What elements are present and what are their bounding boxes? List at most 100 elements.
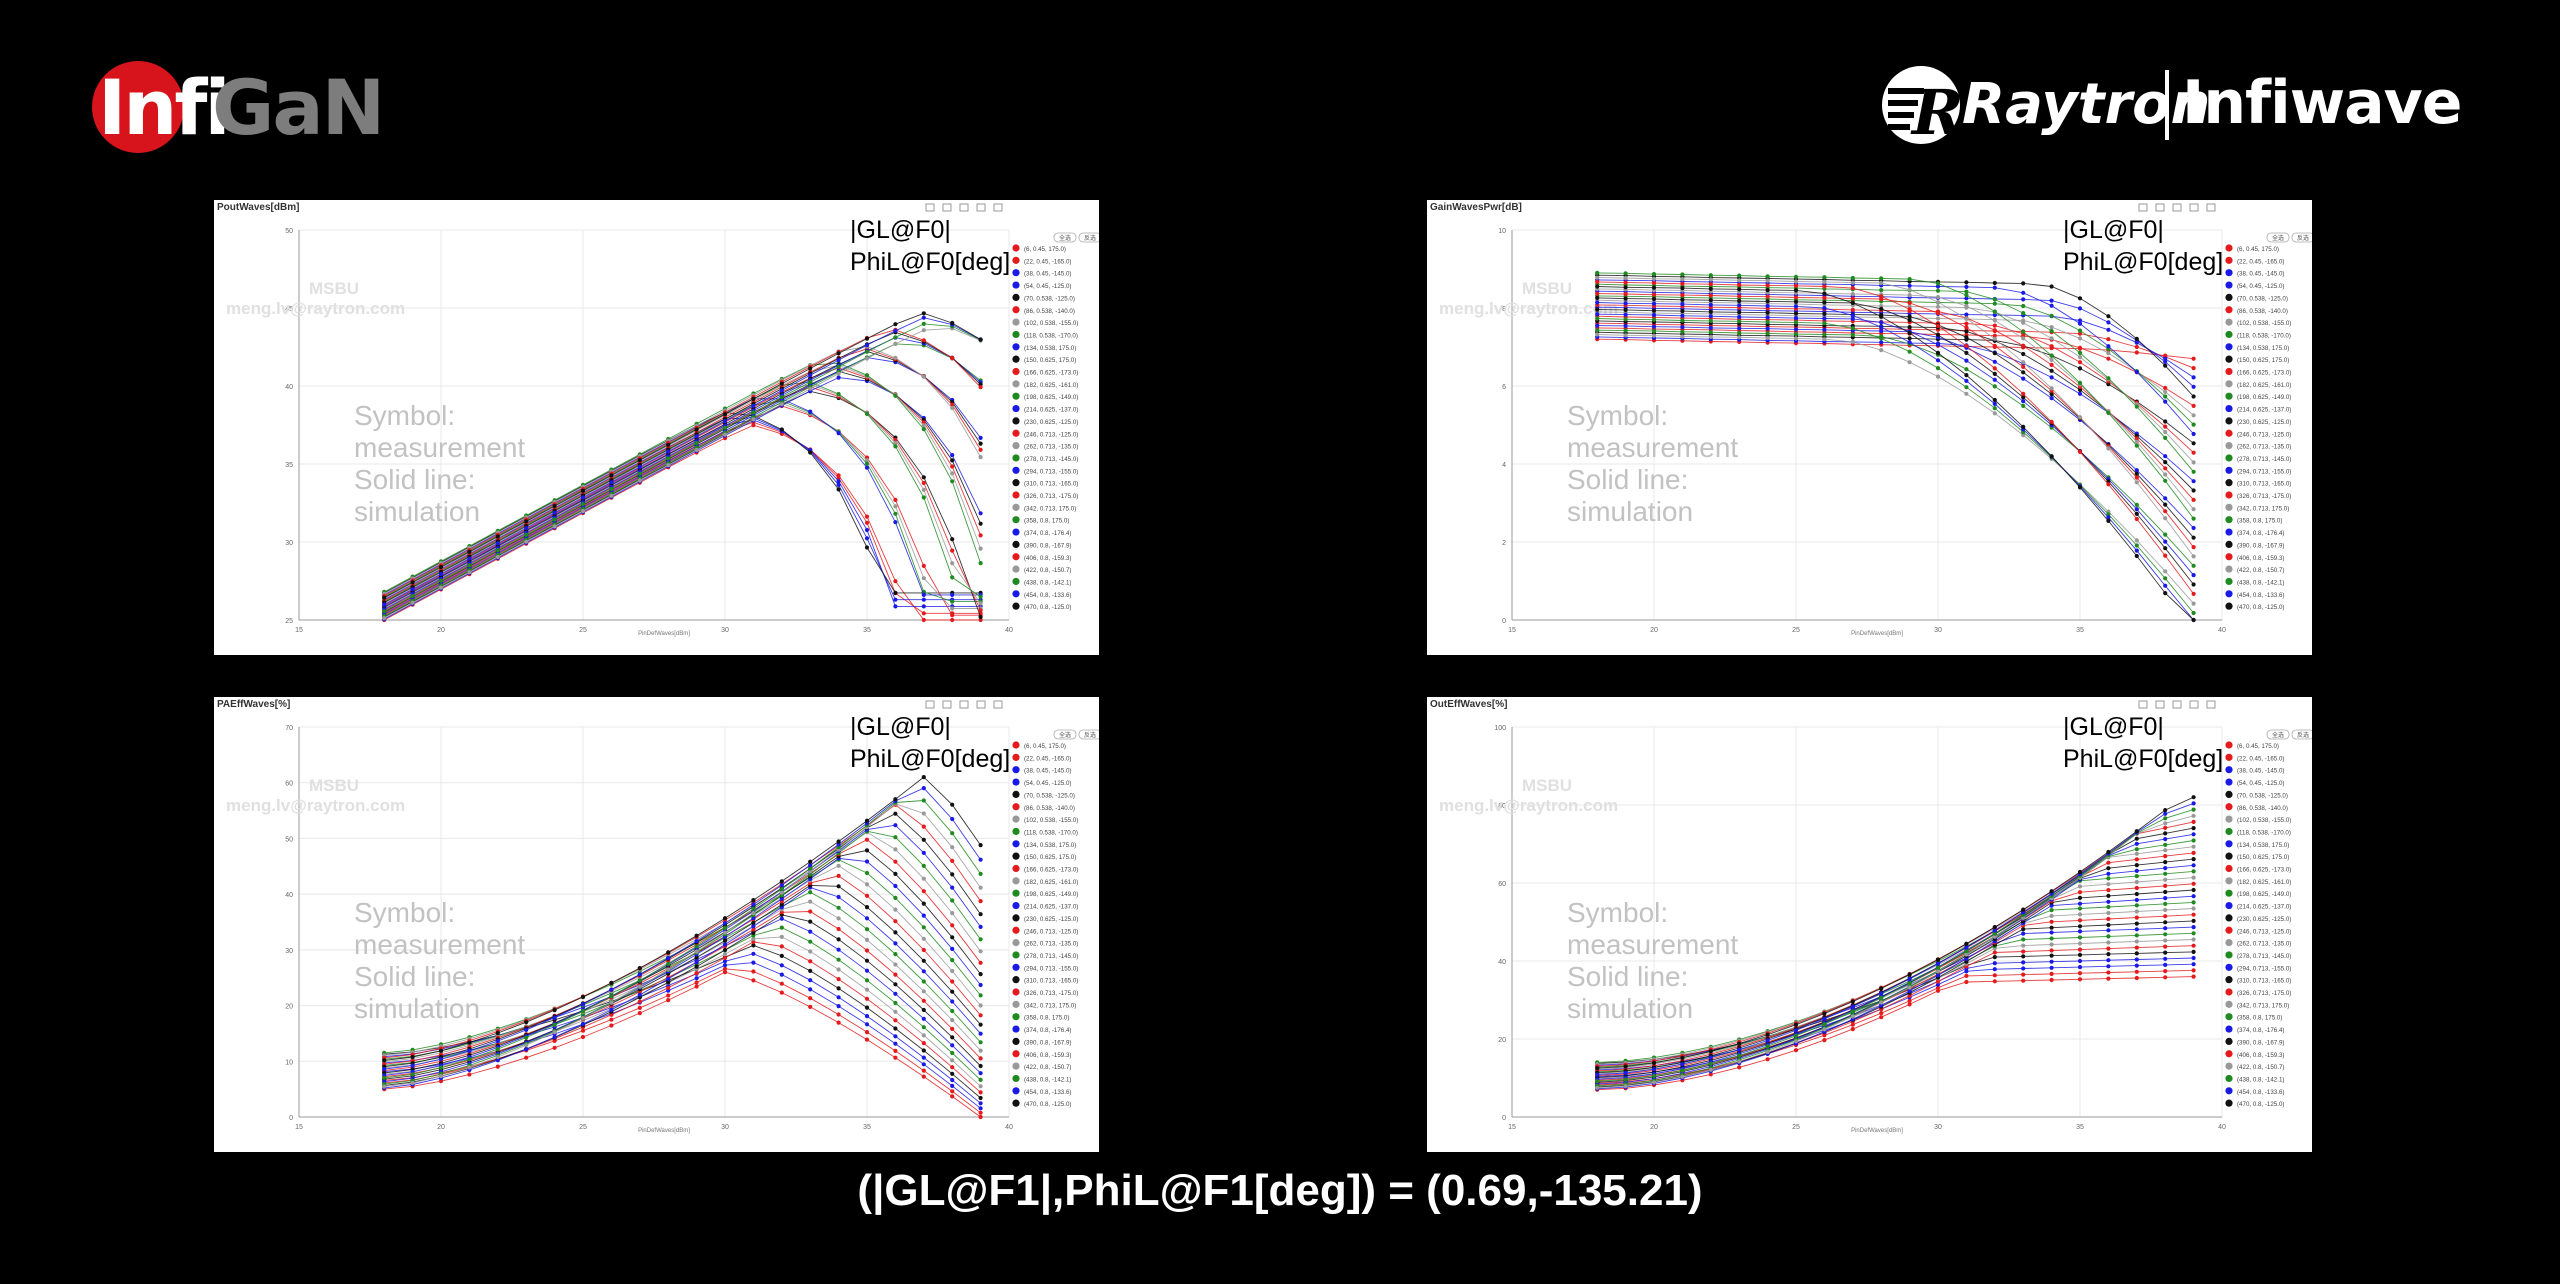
legend-entry: (22, 0.45, -165.0) <box>1024 755 1071 762</box>
series-29 <box>1595 795 2196 1071</box>
measurement-point <box>1793 1033 1799 1038</box>
legend-marker <box>1012 540 1020 548</box>
simulation-line <box>384 927 981 1081</box>
measurement-point <box>779 953 784 958</box>
measurement-point <box>2134 516 2139 522</box>
measurement-point <box>836 894 841 900</box>
measurement-point <box>1680 297 1685 302</box>
measurement-point <box>836 842 841 847</box>
select-all-button <box>1053 729 1077 740</box>
measurement-point <box>1765 1057 1770 1062</box>
measurement-point <box>864 458 870 463</box>
measurement-point <box>2077 449 2083 454</box>
measurement-point <box>2163 389 2168 394</box>
symbol-note-line: Solid line: <box>1567 464 1688 495</box>
measurement-point <box>1907 998 1912 1003</box>
measurement-point <box>836 884 841 889</box>
measurement-point <box>893 1000 898 1006</box>
measurement-point <box>1651 317 1657 322</box>
measurement-point <box>722 952 728 957</box>
measurement-point <box>836 986 841 991</box>
measurement-point <box>2191 525 2196 531</box>
measurement-point <box>722 955 728 960</box>
simulation-line <box>1597 318 2194 614</box>
measurement-point <box>637 464 642 470</box>
measurement-point <box>2191 403 2196 408</box>
measurement-point <box>808 373 813 378</box>
measurement-point <box>1879 986 1884 991</box>
measurement-point <box>666 442 671 447</box>
measurement-point <box>2191 460 2196 465</box>
symbol-note-line: measurement <box>1567 432 1738 463</box>
symbol-note-line: simulation <box>1567 993 1693 1024</box>
measurement-point <box>1793 283 1799 288</box>
measurement-point <box>2077 345 2083 350</box>
legend-entry: (118, 0.538, -170.0) <box>1024 332 1078 339</box>
legend-entry: (198, 0.625, -149.0) <box>2237 394 2291 401</box>
measurement-point <box>836 947 841 952</box>
measurement-point <box>2191 863 2196 868</box>
measurement-point <box>2134 909 2139 914</box>
legend-marker <box>1012 815 1020 823</box>
measurement-point <box>864 893 870 898</box>
watermark-email: meng.lv@raytron.com <box>1439 796 1618 815</box>
measurement-point <box>1708 273 1713 278</box>
measurement-point <box>978 1040 983 1045</box>
toolbar-icon <box>2155 203 2165 212</box>
measurement-point <box>751 423 756 428</box>
measurement-point <box>751 417 756 422</box>
measurement-point <box>950 464 955 469</box>
measurement-point <box>1623 275 1628 281</box>
simulation-line <box>1597 281 2194 595</box>
legend-marker <box>1012 951 1020 959</box>
measurement-point <box>779 981 784 986</box>
symbol-note-line: Solid line: <box>354 464 475 495</box>
measurement-point <box>1992 979 1997 984</box>
legend-header-phase: PhiL@F0[deg] <box>2063 248 2223 276</box>
measurement-point <box>2191 582 2196 587</box>
measurement-point <box>2191 801 2196 806</box>
measurement-point <box>893 597 898 602</box>
measurement-point <box>722 930 728 935</box>
measurement-point <box>864 527 870 533</box>
measurement-point <box>950 356 955 361</box>
legend-marker <box>1012 404 1020 413</box>
measurement-point <box>2106 515 2111 520</box>
measurement-point <box>921 423 926 428</box>
toolbar-icon <box>2189 700 2199 709</box>
measurement-point <box>1680 325 1685 330</box>
measurement-point <box>2021 433 2026 438</box>
measurement-point <box>893 982 898 987</box>
simulation-line <box>383 323 981 612</box>
gain-chart-panel: GainWavesPwr[dB] 0 2 4 6 8 10 15 20 25 30 35 40 PinDe… <box>1427 200 2312 655</box>
measurement-point <box>1737 1047 1742 1052</box>
legend-marker <box>2225 466 2233 474</box>
legend-marker <box>1012 565 1020 573</box>
measurement-point <box>722 963 728 968</box>
measurement-point <box>893 919 898 924</box>
measurement-point <box>921 480 926 486</box>
measurement-point <box>1708 309 1713 314</box>
measurement-point <box>2163 429 2168 435</box>
measurement-point <box>1737 298 1742 304</box>
measurement-point <box>1708 282 1713 287</box>
measurement-point <box>2163 975 2168 980</box>
x-tick-label: 40 <box>2218 1124 2226 1131</box>
simulation-line <box>1597 821 2194 1067</box>
measurement-point <box>1935 316 1941 321</box>
measurement-point <box>2191 937 2196 942</box>
legend-marker <box>2225 877 2233 885</box>
series-26 <box>1595 332 2196 606</box>
measurement-point <box>2163 926 2168 931</box>
measurement-point <box>2021 954 2026 959</box>
measurement-point <box>2191 601 2196 606</box>
measurement-point <box>694 944 699 949</box>
measurement-point <box>1964 378 1969 383</box>
measurement-point <box>495 1058 500 1063</box>
measurement-point <box>950 898 955 903</box>
measurement-point <box>1765 274 1770 279</box>
measurement-point <box>524 519 529 524</box>
measurement-point <box>950 999 955 1004</box>
measurement-point <box>382 1058 387 1063</box>
legend-marker <box>1012 355 1020 363</box>
